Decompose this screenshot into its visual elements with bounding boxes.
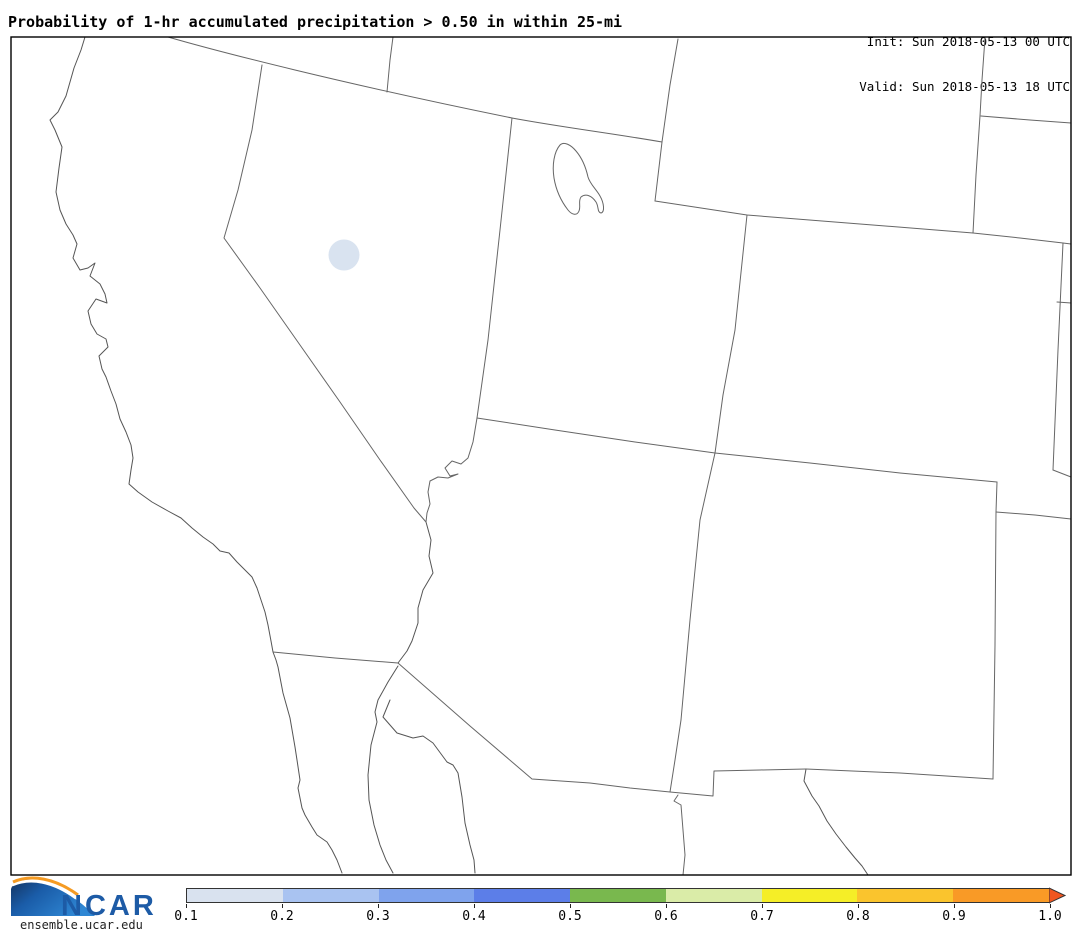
colorbar-tick-label: 0.7 xyxy=(750,909,774,924)
colorbar-tick xyxy=(858,904,859,908)
colorbar-tick-label: 0.2 xyxy=(270,909,294,924)
state-border-nv-az xyxy=(425,417,478,523)
colorbar-tick xyxy=(570,904,571,908)
map-frame xyxy=(10,36,1072,876)
state-border-37n xyxy=(476,417,998,483)
colorbar-tick xyxy=(378,904,379,908)
colorbar-tick-label: 0.1 xyxy=(174,909,198,924)
colorbar-segment xyxy=(761,889,858,902)
colorbar-arrow xyxy=(1049,887,1067,904)
state-border-ok-west xyxy=(995,481,998,513)
mexico-state-border-sonora-chihuahua xyxy=(673,794,686,876)
state-border-wy-ne xyxy=(972,37,986,234)
pacific-coastline xyxy=(49,36,343,874)
colorbar-segment xyxy=(665,889,762,902)
state-border-ne-ks xyxy=(1056,301,1072,304)
baja-gulf-coastline xyxy=(367,665,399,874)
colorbar-tick-label: 0.4 xyxy=(462,909,486,924)
state-border-nv-ut xyxy=(476,117,513,419)
state-border-id-wy xyxy=(654,38,679,202)
colorbar-tick-label: 0.5 xyxy=(558,909,582,924)
state-border-42n xyxy=(167,36,663,143)
state-border-sd-ne xyxy=(980,115,1072,124)
state-border-or-id xyxy=(386,36,394,93)
colorbar-tick xyxy=(954,904,955,908)
colorbar-segment xyxy=(187,889,283,902)
rio-grande-river xyxy=(803,768,869,876)
us-mexico-border-ca xyxy=(272,651,399,664)
state-border-ok-tx xyxy=(995,511,1072,520)
colorbar-segment xyxy=(474,889,571,902)
state-border-nm-tx-32n xyxy=(805,768,994,780)
colorbar-tick xyxy=(186,904,187,908)
colorbar-segment xyxy=(570,889,666,902)
forecast-map xyxy=(10,36,1072,876)
great-salt-lake xyxy=(552,142,604,215)
state-border-nm-tx-east xyxy=(992,511,997,780)
colorbar-segments xyxy=(186,888,1050,903)
ncar-swoosh-orange-arc xyxy=(12,876,79,897)
colorbar-tick-label: 0.9 xyxy=(942,909,966,924)
precip-probability-contour xyxy=(328,239,360,271)
us-mexico-border-nm-bootheel xyxy=(669,768,807,797)
state-border-ks-ok xyxy=(1052,469,1072,478)
colorbar-tick xyxy=(1050,904,1051,908)
state-border-ca-nv xyxy=(223,64,427,523)
run-times: Init: Sun 2018-05-13 00 UTC Valid: Sun 2… xyxy=(859,4,1070,109)
colorbar-tick-label: 0.3 xyxy=(366,909,390,924)
colorbar-segment xyxy=(857,889,954,902)
state-border-ut-wy-41n xyxy=(654,200,974,234)
ncar-swoosh-white-arc xyxy=(11,879,77,900)
sonora-gulf-coastline xyxy=(382,699,476,874)
colorbar-segment xyxy=(378,889,475,902)
us-mexico-border-az xyxy=(397,662,671,793)
state-border-co-ne xyxy=(972,232,1072,245)
colorbar-tick xyxy=(282,904,283,908)
ncar-swoosh-icon xyxy=(11,879,95,916)
ncar-wordmark: NCAR xyxy=(61,890,157,922)
colorbar-tick-label: 0.6 xyxy=(654,909,678,924)
colorbar-tick xyxy=(762,904,763,908)
init-time: Init: Sun 2018-05-13 00 UTC xyxy=(866,34,1070,49)
colorbar-tick-label: 0.8 xyxy=(846,909,870,924)
colorbar-segment xyxy=(953,889,1050,902)
page-title: Probability of 1-hr accumulated precipit… xyxy=(8,13,623,31)
ncar-logo: NCAR xyxy=(11,876,157,922)
colorbar-tick-label: 1.0 xyxy=(1038,909,1062,924)
state-border-ut-co xyxy=(714,214,748,454)
colorbar-segment xyxy=(282,889,379,902)
valid-time: Valid: Sun 2018-05-13 18 UTC xyxy=(859,79,1070,94)
state-border-co-ks xyxy=(1052,242,1064,471)
colorbar-tick xyxy=(666,904,667,908)
colorbar-tick xyxy=(474,904,475,908)
state-border-az-nm xyxy=(669,452,716,793)
site-url: ensemble.ucar.edu xyxy=(20,918,143,932)
colorado-river-ca-az xyxy=(397,521,434,664)
